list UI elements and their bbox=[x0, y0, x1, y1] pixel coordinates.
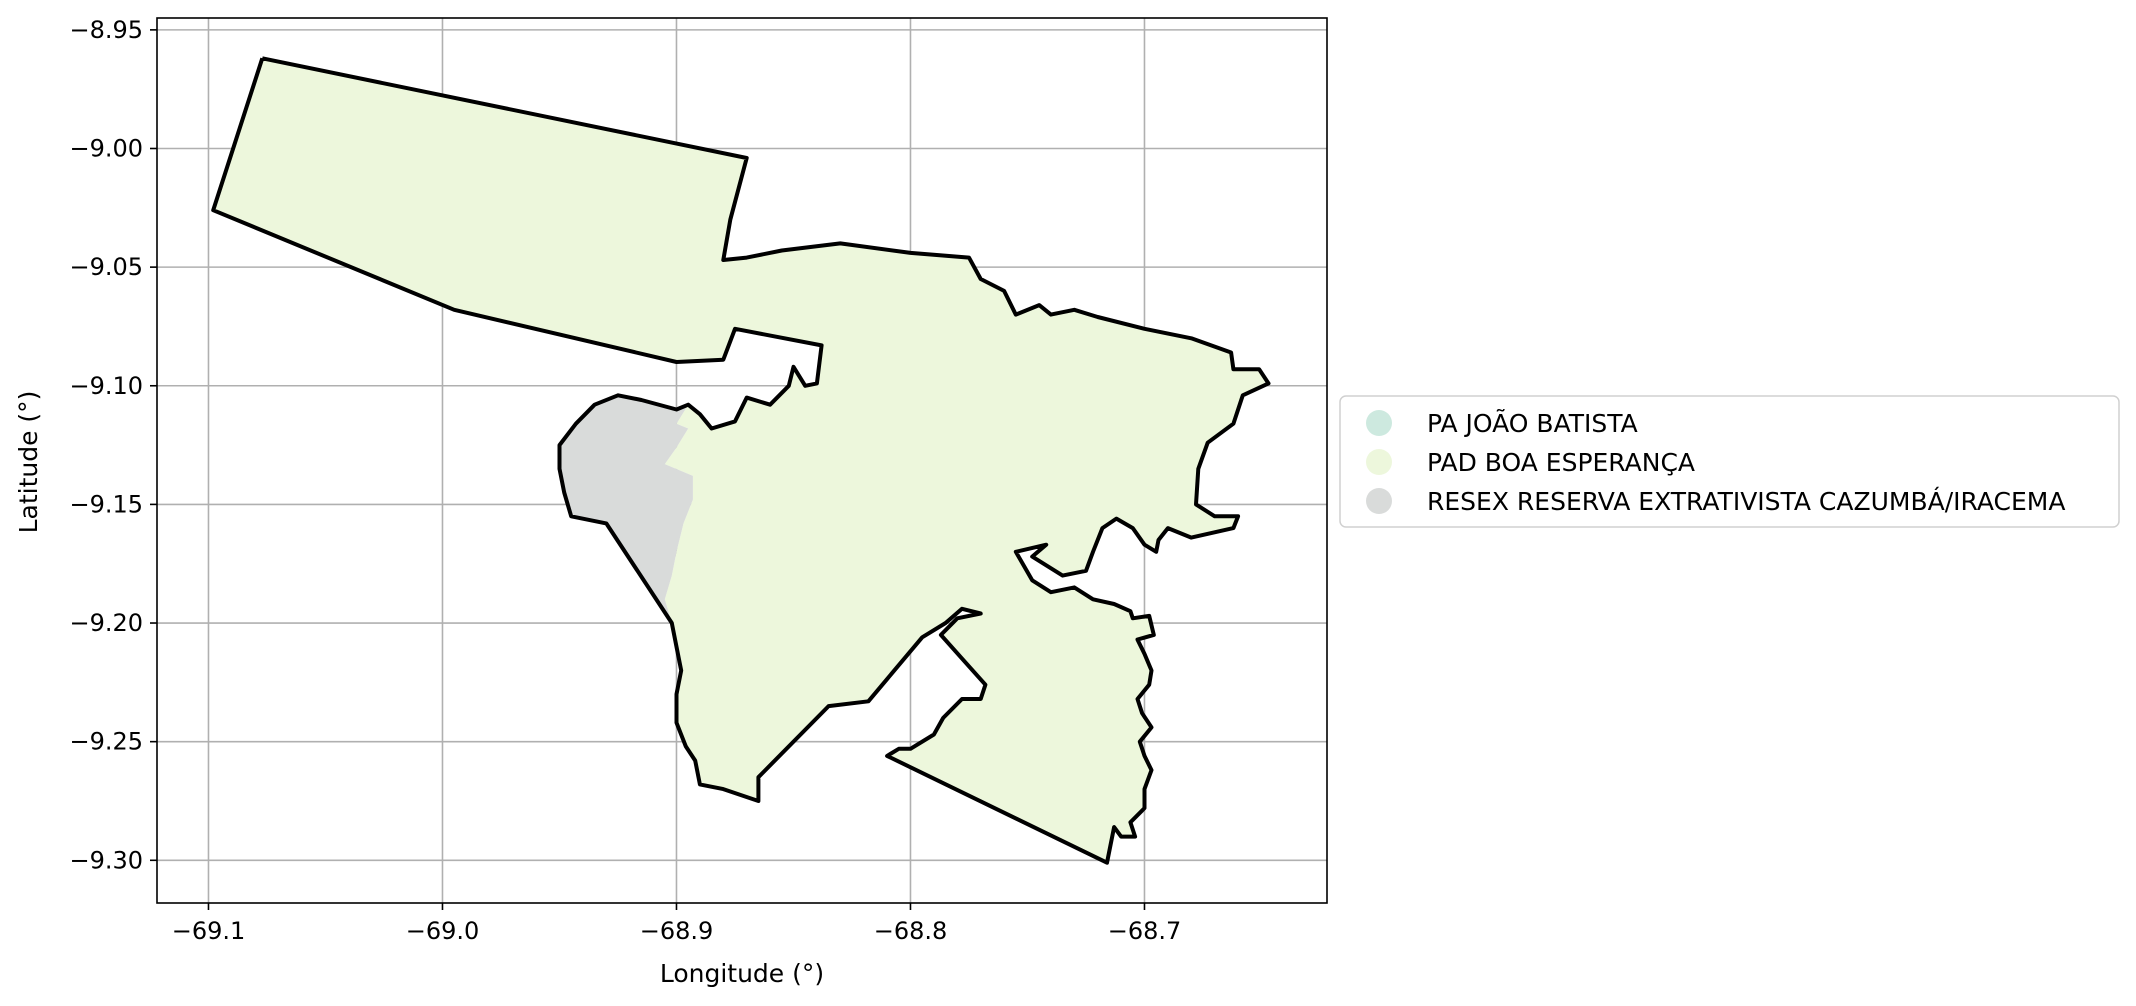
x-tick-label: −68.8 bbox=[874, 917, 948, 945]
x-axis-ticks: −69.1 −69.0 −68.9 −68.8 −68.7 bbox=[172, 903, 1182, 945]
y-tick-label: −9.10 bbox=[69, 372, 143, 400]
x-axis-label: Longitude (°) bbox=[660, 959, 824, 988]
x-tick-label: −69.0 bbox=[406, 917, 480, 945]
region-boundary bbox=[211, 56, 1271, 865]
x-tick-label: −68.9 bbox=[640, 917, 714, 945]
legend-marker bbox=[1366, 410, 1392, 436]
y-axis-label: Latitude (°) bbox=[14, 391, 43, 534]
legend-box bbox=[1339, 395, 2120, 528]
y-tick-label: −9.05 bbox=[69, 253, 143, 281]
y-tick-label: −9.30 bbox=[69, 846, 143, 874]
y-tick-label: −9.15 bbox=[69, 490, 143, 518]
legend-marker bbox=[1366, 488, 1392, 514]
y-tick-label: −9.25 bbox=[69, 728, 143, 756]
plot-frame bbox=[156, 17, 1328, 904]
map-boundaries bbox=[211, 56, 1271, 865]
y-axis-ticks: −8.95 −9.00 −9.05 −9.10 −9.15 −9.20 −9.25 −9.30 bbox=[69, 16, 157, 874]
legend-label: PAD BOA ESPERANÇA bbox=[1427, 448, 1695, 477]
y-tick-label: −9.20 bbox=[69, 609, 143, 637]
legend-label: PA JOÃO BATISTA bbox=[1427, 408, 1638, 438]
region-pad-boa-esperan-a bbox=[213, 58, 1269, 863]
legend-marker bbox=[1366, 449, 1392, 475]
region-resex-reserva-extrativista-cazumb-iracema bbox=[559, 395, 693, 623]
legend: PA JOÃO BATISTA PAD BOA ESPERANÇA RESEX RE… bbox=[1339, 395, 2120, 528]
x-tick-label: −69.1 bbox=[172, 917, 246, 945]
y-tick-label: −9.00 bbox=[69, 134, 143, 162]
map-regions bbox=[213, 58, 1269, 863]
x-tick-label: −68.7 bbox=[1108, 917, 1182, 945]
y-tick-label: −8.95 bbox=[69, 16, 143, 44]
legend-label: RESEX RESERVA EXTRATIVISTA CAZUMBÁ/IRACE… bbox=[1427, 487, 2065, 516]
